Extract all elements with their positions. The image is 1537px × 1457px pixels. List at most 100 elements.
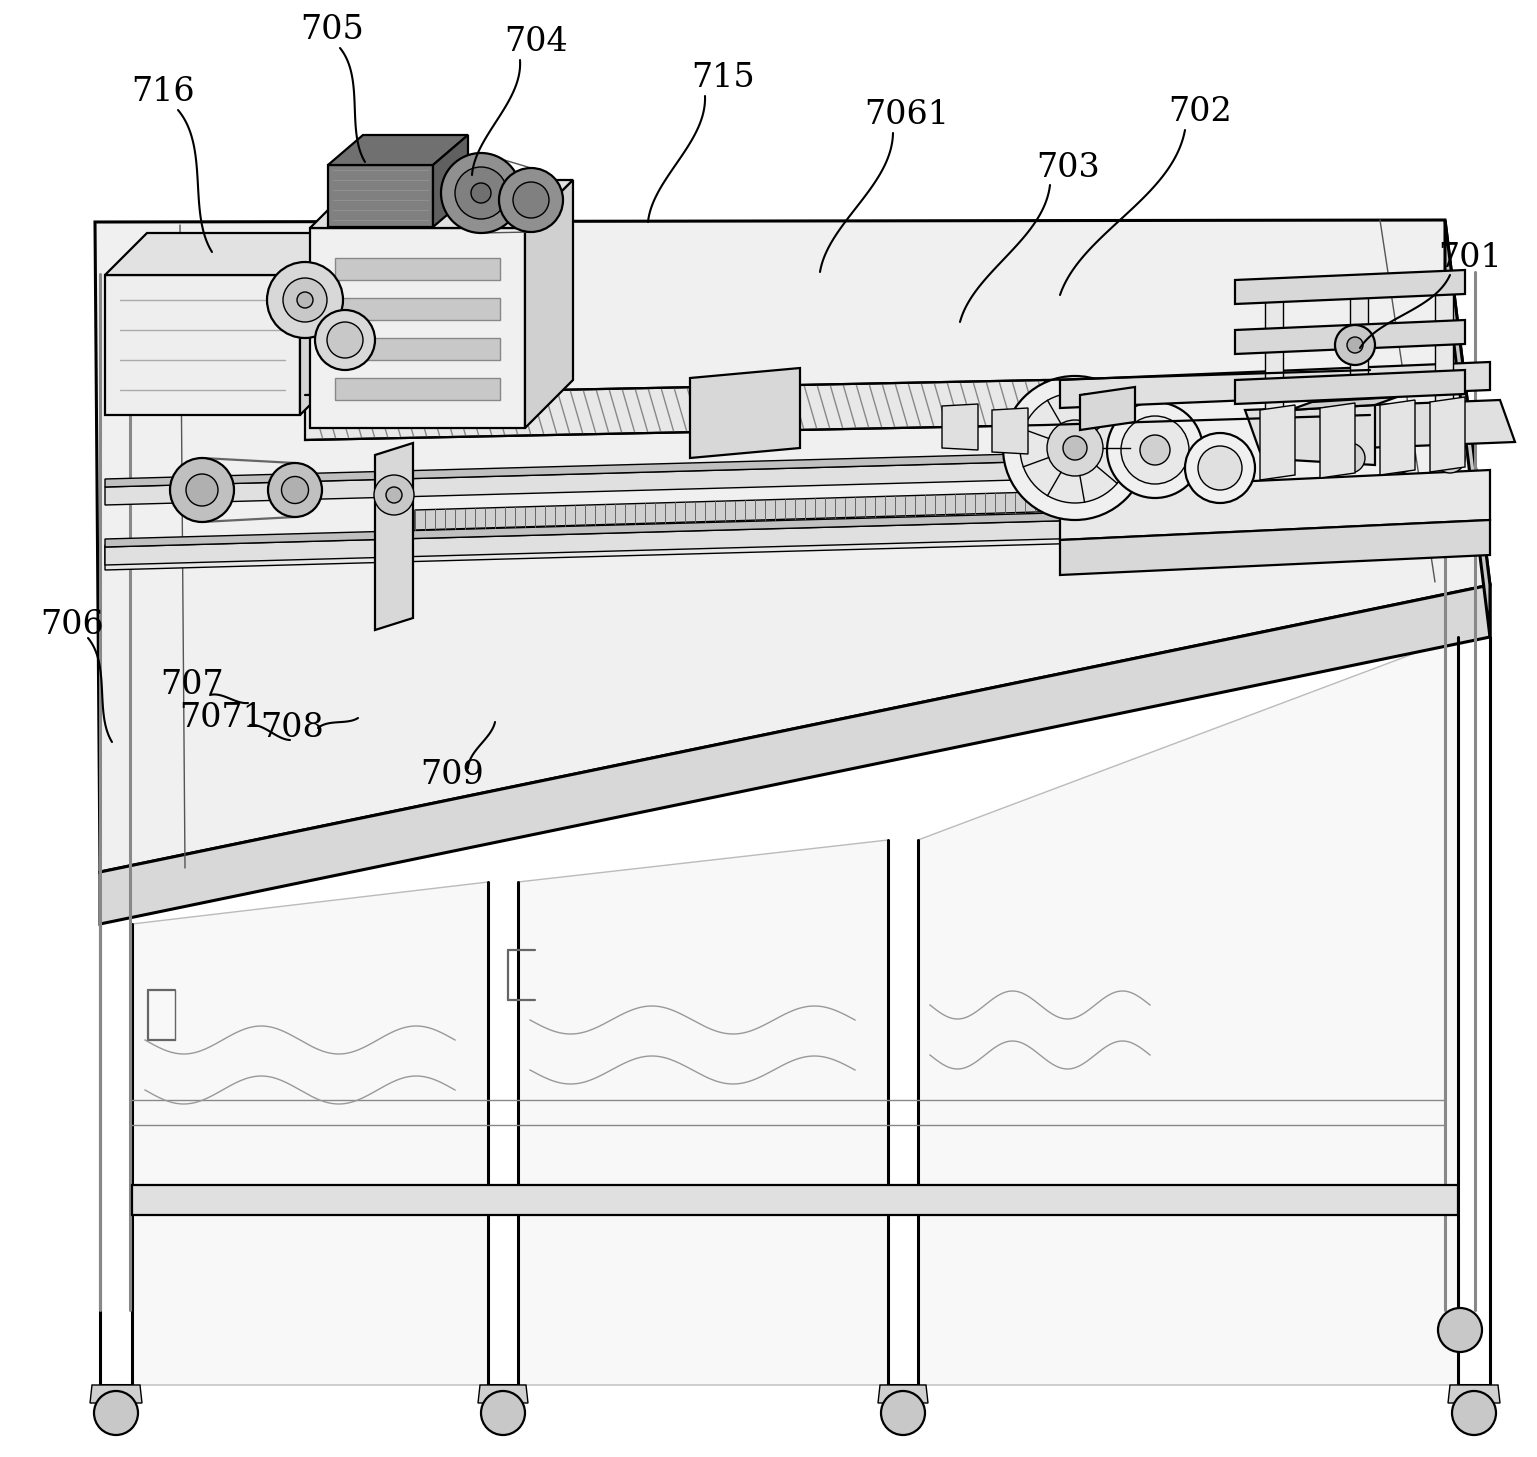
Polygon shape bbox=[1081, 388, 1134, 430]
Polygon shape bbox=[1260, 405, 1296, 479]
Circle shape bbox=[94, 1391, 138, 1435]
Circle shape bbox=[315, 310, 375, 370]
Circle shape bbox=[1021, 393, 1130, 503]
Polygon shape bbox=[1061, 520, 1489, 576]
Polygon shape bbox=[1436, 280, 1452, 409]
Circle shape bbox=[267, 262, 343, 338]
Polygon shape bbox=[1290, 396, 1397, 409]
Polygon shape bbox=[1445, 220, 1489, 637]
Polygon shape bbox=[310, 181, 573, 227]
Text: 708: 708 bbox=[260, 712, 324, 745]
Circle shape bbox=[500, 168, 563, 232]
Polygon shape bbox=[105, 514, 1200, 570]
Circle shape bbox=[327, 322, 363, 358]
Polygon shape bbox=[1320, 404, 1356, 478]
Polygon shape bbox=[105, 449, 1200, 487]
Polygon shape bbox=[132, 1185, 1459, 1215]
Polygon shape bbox=[1448, 1386, 1500, 1403]
Polygon shape bbox=[991, 408, 1028, 455]
Circle shape bbox=[881, 1391, 925, 1435]
Polygon shape bbox=[327, 136, 467, 165]
Circle shape bbox=[1120, 417, 1190, 484]
Circle shape bbox=[1197, 446, 1242, 490]
Polygon shape bbox=[1380, 401, 1416, 475]
Circle shape bbox=[267, 463, 321, 517]
Polygon shape bbox=[335, 299, 500, 321]
Circle shape bbox=[373, 475, 413, 514]
Polygon shape bbox=[105, 275, 300, 415]
Circle shape bbox=[513, 182, 549, 219]
Circle shape bbox=[171, 457, 234, 522]
Polygon shape bbox=[690, 369, 799, 457]
Polygon shape bbox=[105, 457, 1200, 506]
Text: 707: 707 bbox=[160, 669, 224, 701]
Text: 716: 716 bbox=[131, 76, 195, 108]
Circle shape bbox=[281, 476, 309, 504]
Circle shape bbox=[283, 278, 327, 322]
Circle shape bbox=[1336, 443, 1365, 474]
Circle shape bbox=[386, 487, 403, 503]
Polygon shape bbox=[105, 508, 1200, 546]
Circle shape bbox=[1452, 1391, 1496, 1435]
Text: 7061: 7061 bbox=[864, 99, 950, 131]
Polygon shape bbox=[335, 338, 500, 360]
Polygon shape bbox=[1429, 396, 1465, 472]
Polygon shape bbox=[100, 586, 1489, 924]
Polygon shape bbox=[1236, 370, 1465, 404]
Circle shape bbox=[1107, 402, 1203, 498]
Circle shape bbox=[470, 184, 490, 203]
Polygon shape bbox=[105, 233, 343, 275]
Polygon shape bbox=[1349, 280, 1368, 409]
Text: 701: 701 bbox=[1439, 242, 1502, 274]
Circle shape bbox=[481, 1391, 526, 1435]
Text: 705: 705 bbox=[300, 15, 364, 47]
Polygon shape bbox=[415, 490, 1105, 530]
Polygon shape bbox=[1236, 270, 1465, 305]
Circle shape bbox=[1336, 325, 1376, 366]
Polygon shape bbox=[335, 258, 500, 280]
Polygon shape bbox=[132, 881, 489, 1386]
Circle shape bbox=[1436, 443, 1465, 474]
Text: 706: 706 bbox=[40, 609, 105, 641]
Circle shape bbox=[186, 474, 218, 506]
Polygon shape bbox=[95, 220, 1489, 871]
Circle shape bbox=[1004, 376, 1147, 520]
Polygon shape bbox=[1265, 280, 1283, 409]
Polygon shape bbox=[942, 404, 978, 450]
Polygon shape bbox=[310, 227, 526, 428]
Polygon shape bbox=[526, 181, 573, 428]
Circle shape bbox=[1385, 443, 1416, 474]
Circle shape bbox=[1346, 337, 1363, 353]
Circle shape bbox=[1047, 420, 1104, 476]
Text: 703: 703 bbox=[1036, 152, 1100, 184]
Polygon shape bbox=[105, 517, 1200, 565]
Polygon shape bbox=[1061, 361, 1489, 408]
Polygon shape bbox=[878, 1386, 928, 1403]
Circle shape bbox=[1140, 436, 1170, 465]
Polygon shape bbox=[327, 165, 433, 227]
Circle shape bbox=[1064, 436, 1087, 460]
Polygon shape bbox=[300, 233, 343, 415]
Circle shape bbox=[455, 168, 507, 219]
Polygon shape bbox=[1245, 401, 1515, 452]
Polygon shape bbox=[375, 443, 413, 629]
Polygon shape bbox=[518, 841, 888, 1386]
Polygon shape bbox=[433, 136, 467, 227]
Text: 704: 704 bbox=[504, 26, 567, 58]
Circle shape bbox=[1439, 1308, 1482, 1352]
Text: 7071: 7071 bbox=[180, 702, 264, 734]
Circle shape bbox=[1185, 433, 1256, 503]
Circle shape bbox=[297, 291, 314, 307]
Text: 715: 715 bbox=[692, 63, 755, 95]
Text: 709: 709 bbox=[420, 759, 484, 791]
Circle shape bbox=[441, 153, 521, 233]
Polygon shape bbox=[1290, 405, 1376, 465]
Polygon shape bbox=[918, 637, 1459, 1386]
Polygon shape bbox=[335, 377, 500, 401]
Polygon shape bbox=[91, 1386, 141, 1403]
Polygon shape bbox=[304, 380, 1045, 440]
Polygon shape bbox=[1061, 471, 1489, 541]
Polygon shape bbox=[478, 1386, 529, 1403]
Text: 702: 702 bbox=[1168, 96, 1231, 128]
Polygon shape bbox=[1236, 321, 1465, 354]
